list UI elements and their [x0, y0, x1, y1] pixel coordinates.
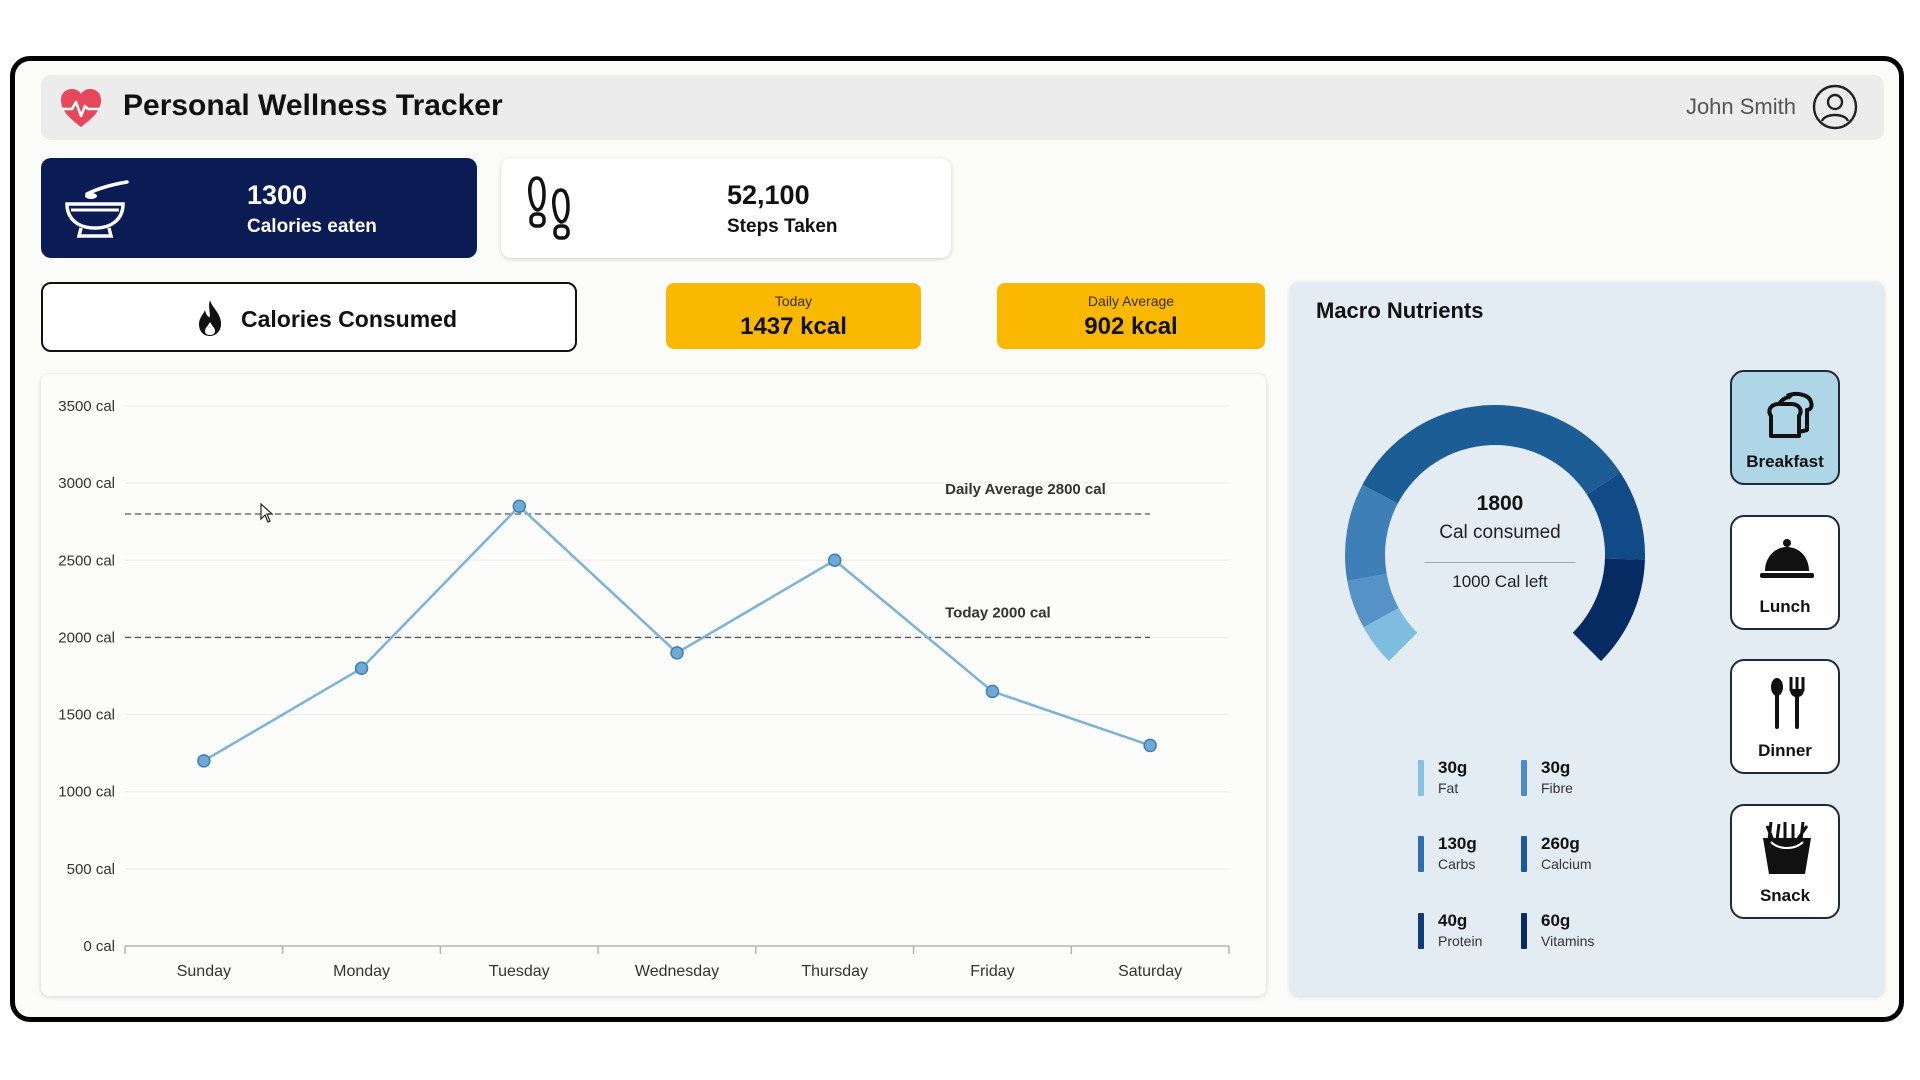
- data-point: [354, 661, 369, 676]
- x-tick-label: Friday: [970, 963, 1014, 980]
- nutrient-bar: [1418, 760, 1424, 796]
- macro-title: Macro Nutrients: [1316, 298, 1484, 323]
- nutrient-fat: 30g Fat: [1418, 758, 1528, 800]
- line-chart-svg: 0 cal 500 cal 1000 cal 1500 cal 2000 cal 2500…: [58, 398, 1230, 980]
- data-point: [1143, 738, 1157, 753]
- heart-pulse-icon: [61, 89, 101, 127]
- app-title: Personal Wellness Tracker: [123, 89, 503, 122]
- x-tick-label: Monday: [333, 963, 390, 980]
- y-tick-label: 2500 cal: [58, 552, 115, 569]
- y-tick-label: 3500 cal: [58, 398, 115, 415]
- nutrient-bar: [1521, 760, 1527, 796]
- bread-icon: [1767, 392, 1814, 438]
- y-tick-label: 0 cal: [83, 938, 115, 955]
- data-point: [670, 646, 684, 660]
- nutrient-fibre: 30g Fibre: [1521, 758, 1631, 800]
- data-point: [827, 553, 842, 568]
- nutrient-bar: [1418, 913, 1424, 949]
- y-tick-label: 500 cal: [67, 861, 115, 878]
- nutrient-label: Calcium: [1541, 856, 1592, 872]
- data-point: [985, 684, 1000, 699]
- nutrient-carbs: 130g Carbs: [1418, 834, 1528, 876]
- meal-label: Lunch: [1759, 597, 1811, 616]
- gauge-segment: [1345, 484, 1398, 581]
- header-bar: Personal Wellness Tracker John Smith: [41, 75, 1884, 140]
- meal-snack-button[interactable]: Snack: [1730, 804, 1840, 919]
- x-tick-label: Tuesday: [489, 963, 550, 980]
- data-point: [197, 754, 211, 768]
- steps-taken-value: 52,100: [727, 180, 810, 210]
- nutrient-label: Vitamins: [1541, 933, 1595, 949]
- x-tick-label: Sunday: [177, 963, 231, 980]
- data-point: [512, 499, 527, 514]
- meal-label: Snack: [1759, 886, 1811, 905]
- mouse-cursor-icon: [260, 503, 274, 523]
- calories-eaten-value: 1300: [247, 180, 308, 210]
- gauge-label: Cal consumed: [1439, 522, 1561, 543]
- meal-lunch-button[interactable]: Lunch: [1730, 515, 1840, 630]
- reference-line-label: Daily Average 2800 cal: [945, 481, 1106, 498]
- nutrient-vitamins: 60g Vitamins: [1521, 911, 1631, 953]
- daily-average-pill-label: Daily Average: [1087, 293, 1175, 309]
- nutrient-label: Carbs: [1438, 856, 1476, 872]
- fries-icon: [1763, 821, 1811, 874]
- today-pill-label: Today: [774, 293, 813, 309]
- steps-taken-card[interactable]: 52,100 Steps Taken: [501, 158, 951, 258]
- cloche-icon: [1760, 539, 1814, 578]
- today-kcal-pill: Today 1437 kcal: [666, 283, 921, 349]
- footprints-icon: [528, 176, 570, 240]
- nutrient-bar: [1521, 913, 1527, 949]
- nutrient-value: 130g: [1438, 834, 1477, 853]
- nutrient-label: Fibre: [1541, 780, 1573, 796]
- daily-average-pill-value: 902 kcal: [1084, 313, 1178, 340]
- y-tick-label: 3000 cal: [58, 475, 115, 492]
- calories-consumed-header: Calories Consumed: [41, 282, 577, 352]
- cutlery-icon: [1771, 677, 1805, 729]
- daily-average-pill: Daily Average 902 kcal: [997, 283, 1265, 349]
- nutrient-value: 60g: [1541, 911, 1571, 930]
- x-tick-label: Thursday: [801, 963, 868, 980]
- y-tick-label: 1000 cal: [58, 784, 115, 801]
- calorie-gauge: [1345, 405, 1645, 662]
- user-circle-icon[interactable]: [1812, 84, 1858, 130]
- calories-eaten-card[interactable]: 1300 Calories eaten: [41, 158, 477, 258]
- nutrient-value: 260g: [1541, 834, 1580, 853]
- steps-taken-label: Steps Taken: [727, 216, 838, 237]
- gauge-divider: [1425, 562, 1575, 563]
- nutrient-bar: [1418, 836, 1424, 872]
- calories-line-chart: 0 cal 500 cal 1000 cal 1500 cal 2000 cal 2500…: [41, 374, 1266, 996]
- y-tick-label: 1500 cal: [58, 707, 115, 724]
- gauge-segment: [1347, 573, 1399, 628]
- y-tick-label: 2000 cal: [58, 629, 115, 646]
- nutrient-calcium: 260g Calcium: [1521, 834, 1631, 876]
- meal-label: Dinner: [1758, 741, 1812, 760]
- nutrient-label: Fat: [1438, 780, 1459, 796]
- gauge-segment: [1362, 405, 1621, 504]
- gauge-segment: [1586, 472, 1645, 560]
- nutrient-value: 30g: [1438, 758, 1468, 777]
- meal-breakfast-button[interactable]: Breakfast: [1730, 370, 1840, 485]
- nutrient-protein: 40g Protein: [1418, 911, 1528, 953]
- gauge-value: 1800: [1476, 492, 1524, 515]
- calories-consumed-label: Calories Consumed: [241, 306, 457, 332]
- flame-icon: [199, 300, 221, 336]
- gauge-remaining: 1000 Cal left: [1452, 572, 1548, 591]
- nutrient-value: 30g: [1541, 758, 1571, 777]
- calories-eaten-label: Calories eaten: [247, 216, 377, 237]
- meal-label: Breakfast: [1746, 452, 1824, 471]
- x-tick-label: Saturday: [1118, 963, 1182, 980]
- gauge-segment: [1572, 558, 1645, 662]
- nutrient-value: 40g: [1438, 911, 1468, 930]
- meal-dinner-button[interactable]: Dinner: [1730, 659, 1840, 774]
- bowl-icon: [65, 180, 129, 238]
- series-line: [203, 504, 1151, 762]
- user-name[interactable]: John Smith: [1685, 94, 1796, 119]
- x-tick-label: Wednesday: [635, 963, 719, 980]
- nutrient-label: Protein: [1438, 933, 1483, 949]
- gauge-segment: [1363, 607, 1418, 662]
- nutrient-bar: [1521, 836, 1527, 872]
- today-pill-value: 1437 kcal: [740, 313, 847, 340]
- reference-line-label: Today 2000 cal: [945, 604, 1051, 621]
- macro-nutrients-panel: Macro Nutrients 1800 Cal consumed 1000 C…: [1290, 282, 1884, 996]
